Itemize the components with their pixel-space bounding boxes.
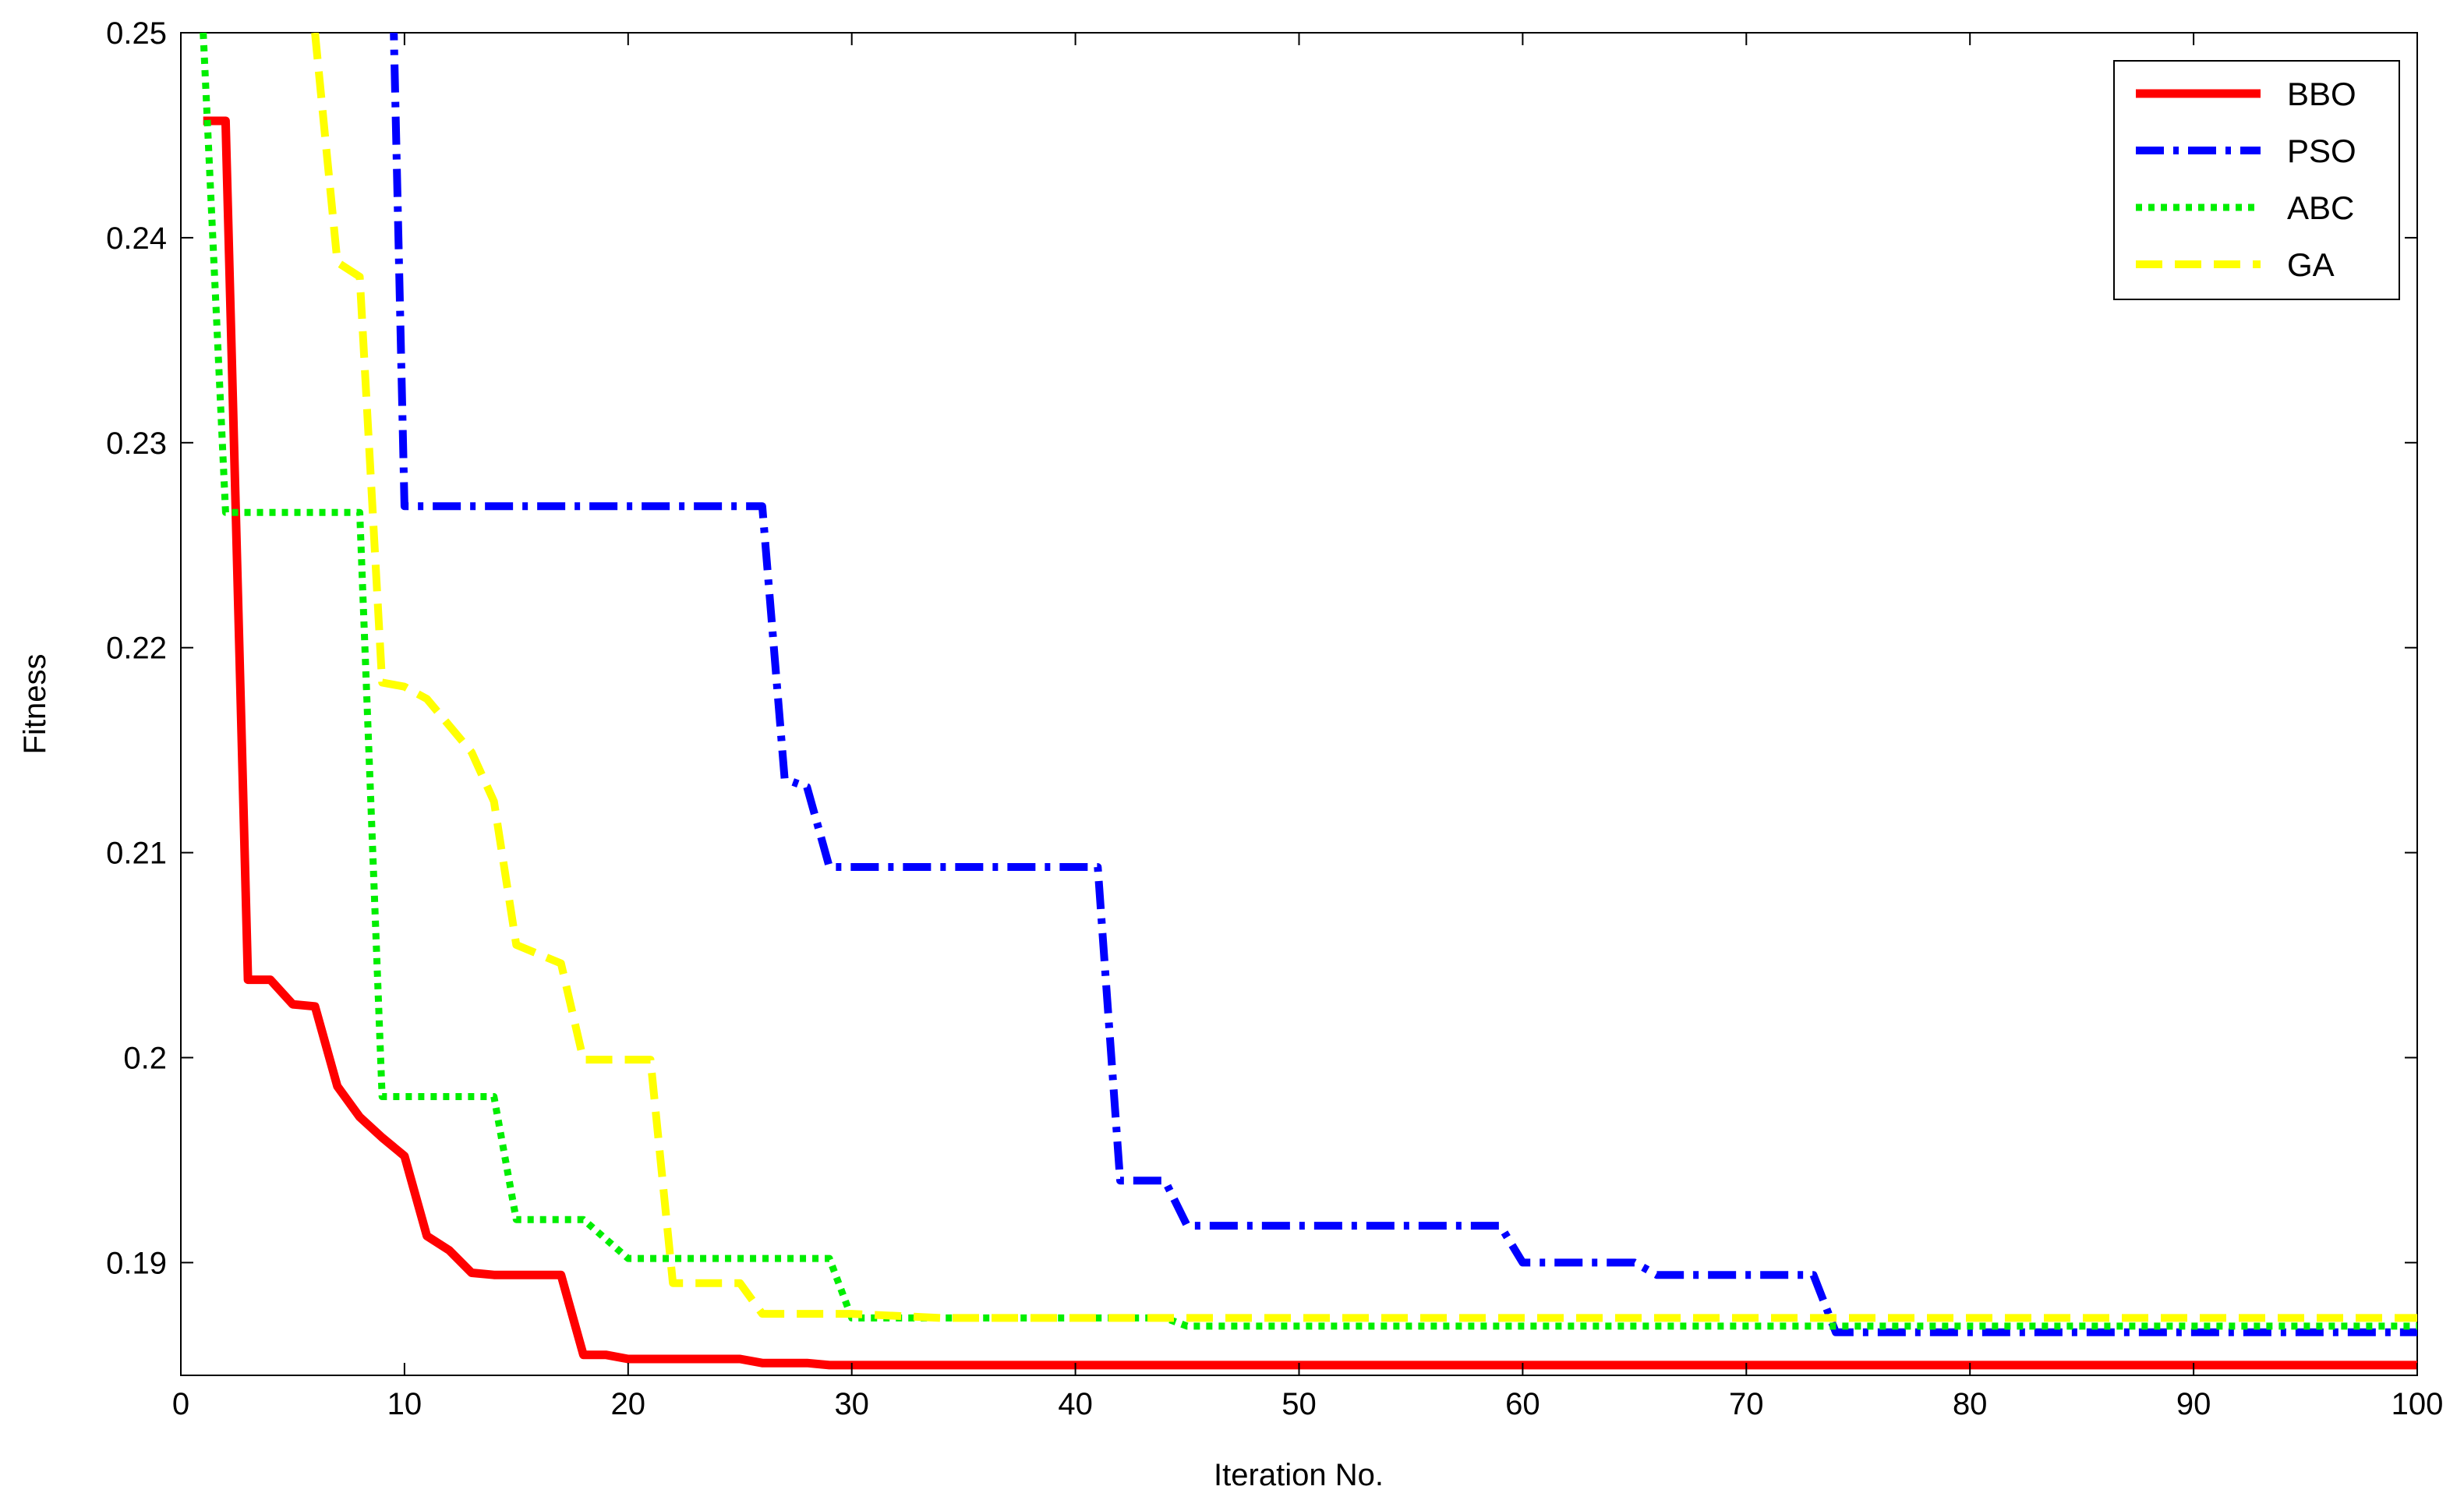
series-line-bbo bbox=[203, 116, 2417, 1370]
x-tick-label: 60 bbox=[1505, 1387, 1540, 1421]
legend-label-abc: ABC bbox=[2287, 189, 2354, 226]
legend-box bbox=[2113, 60, 2400, 300]
x-tick-label: 80 bbox=[1953, 1387, 1988, 1421]
y-tick-label: 0.25 bbox=[106, 16, 167, 51]
legend-label-bbo: BBO bbox=[2287, 76, 2356, 112]
legend-label-pso: PSO bbox=[2287, 133, 2356, 169]
x-axis-label: Iteration No. bbox=[1214, 1458, 1384, 1492]
y-tick-label: 0.19 bbox=[106, 1246, 167, 1280]
x-tick-label: 30 bbox=[834, 1387, 869, 1421]
axis-ticks: 0 10 20 30 40 50 60 70 80 90 100 0.19 0.2 0.21 0.22 0.2… bbox=[106, 16, 2443, 1421]
y-axis-label: Fitness bbox=[18, 654, 52, 755]
legend-label-ga: GA bbox=[2287, 246, 2335, 283]
y-tick-label: 0.24 bbox=[106, 221, 167, 256]
y-tick-label: 0.2 bbox=[123, 1042, 167, 1076]
x-tick-label: 70 bbox=[1729, 1387, 1764, 1421]
y-tick-label: 0.21 bbox=[106, 837, 167, 871]
x-tick-label: 90 bbox=[2176, 1387, 2211, 1421]
plot-area bbox=[180, 32, 2418, 1376]
series-line-abc bbox=[200, 33, 2417, 1330]
legend: BBO PSO ABC GA bbox=[2113, 60, 2400, 300]
x-tick-label: 0 bbox=[172, 1387, 189, 1421]
x-tick-label: 20 bbox=[611, 1387, 646, 1421]
series-line-pso bbox=[390, 33, 2417, 1336]
x-tick-label: 50 bbox=[1281, 1387, 1317, 1421]
series-layer bbox=[200, 33, 2417, 1370]
y-tick-label: 0.23 bbox=[106, 426, 167, 461]
x-tick-label: 40 bbox=[1058, 1387, 1093, 1421]
y-tick-label: 0.22 bbox=[106, 632, 167, 666]
series-line-ga bbox=[311, 33, 2417, 1322]
x-tick-label: 10 bbox=[387, 1387, 422, 1421]
x-tick-label: 100 bbox=[2392, 1387, 2444, 1421]
